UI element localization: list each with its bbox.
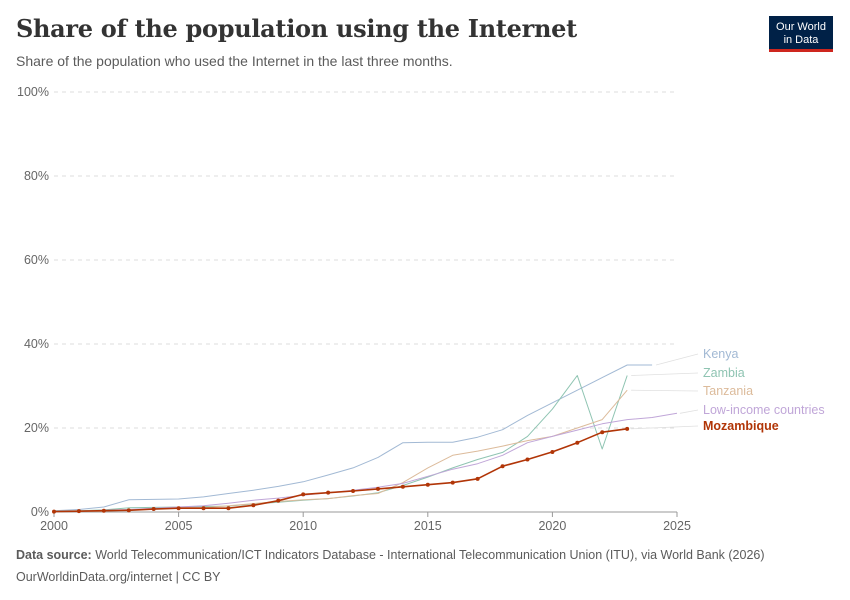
x-tick-label: 2005 [165,519,193,533]
series-point-mozambique [126,508,131,513]
series-point-mozambique [500,464,505,469]
legend-connector [631,389,699,392]
series-point-mozambique [251,503,256,508]
x-tick-label: 2015 [414,519,442,533]
series-point-mozambique [101,508,106,513]
line-chart: 0% 20% 40% 60% 80% 100% 2000 2005 2010 2015 2020 20… [17,85,825,533]
series-point-mozambique [276,498,281,503]
y-tick-label: 60% [24,253,49,267]
series-point-mozambique [550,449,555,454]
series-point-mozambique [475,476,480,481]
legend-label-mozambique: Mozambique [703,419,779,433]
series-point-mozambique [226,506,231,511]
source-note: Data source: World Telecommunication/ICT… [16,548,765,562]
legend-connector [655,353,699,366]
x-tick-label: 2020 [538,519,566,533]
series-point-mozambique [301,492,306,497]
y-tick-label: 80% [24,169,49,183]
legend-label-kenya: Kenya [703,347,738,361]
series-point-mozambique [76,509,81,514]
source-text: World Telecommunication/ICT Indicators D… [95,548,765,562]
owid-logo[interactable]: Our World in Data [769,16,833,52]
y-tick-label: 0% [31,505,49,519]
legend-connector [679,409,699,414]
series-point-mozambique [151,507,156,512]
x-tick-label: 2010 [289,519,317,533]
series-point-mozambique [450,480,455,485]
license-text: | CC BY [175,570,221,584]
series-point-mozambique [425,482,430,487]
url-note: OurWorldinData.org/internet | CC BY [16,570,221,584]
series-point-mozambique [375,486,380,491]
legend-connector [631,425,699,430]
legend-label-tanzania: Tanzania [703,384,753,398]
series-line-kenya [53,364,653,512]
series-point-mozambique [351,489,356,493]
logo-line-2: in Data [783,34,819,46]
source-url-link[interactable]: OurWorldinData.org/internet [16,570,173,584]
series-point-mozambique [525,457,530,462]
chart-subtitle: Share of the population who used the Int… [16,53,453,69]
x-tick-label: 2000 [40,519,68,533]
series-point-mozambique [201,506,206,511]
series-point-mozambique [400,484,405,489]
series-point-mozambique [625,426,630,431]
series-point-mozambique [600,430,605,435]
source-label: Data source: [16,548,92,562]
series-line-mozambique [53,428,628,513]
legend-label-low-income-countries: Low-income countries [703,403,825,417]
y-tick-label: 40% [24,337,49,351]
series-point-mozambique [176,506,181,511]
chart-title: Share of the population using the Intern… [16,14,577,43]
series-point-mozambique [326,490,331,495]
legend-label-zambia: Zambia [703,366,745,380]
series-line-zambia [53,375,628,512]
y-tick-label: 20% [24,421,49,435]
series-line-low-income-countries [53,412,678,513]
legend-connector [631,372,699,376]
logo-line-1: Our World [776,21,826,33]
series-point-mozambique [52,509,56,514]
y-tick-label: 100% [17,85,49,99]
series-point-mozambique [575,440,580,445]
x-tick-label: 2025 [663,519,691,533]
